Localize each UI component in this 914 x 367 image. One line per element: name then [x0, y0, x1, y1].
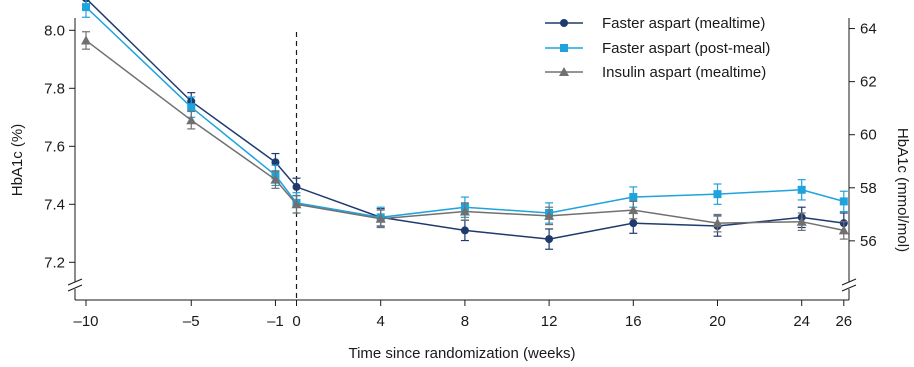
- left-axis-break: [67, 278, 83, 292]
- legend-circle-marker: [560, 19, 568, 27]
- y2-tick-label: 64: [860, 21, 877, 38]
- y-tick-label: 7.2: [44, 254, 65, 271]
- y2-tick-label: 58: [860, 180, 877, 197]
- x-ticks: –10 –5 –1 0 4 8 12 16 20 24 26: [73, 300, 852, 330]
- x-tick-label: 0: [292, 313, 300, 330]
- x-tick-label: –5: [183, 313, 200, 330]
- data-point: [713, 190, 722, 199]
- series-layer: [81, 0, 849, 250]
- data-point: [545, 235, 554, 244]
- data-point: [628, 205, 639, 215]
- data-point: [186, 115, 197, 125]
- right-axis-break: [841, 278, 857, 292]
- data-point: [796, 216, 807, 226]
- x-tick-label: 24: [793, 313, 810, 330]
- data-point: [459, 206, 470, 216]
- x-tick-label: 12: [541, 313, 558, 330]
- x-axis-label: Time since randomization (weeks): [348, 345, 575, 362]
- data-point: [839, 197, 848, 206]
- legend-item-faster-aspart-post-meal: Faster aspart (post-meal): [545, 40, 770, 57]
- y-tick-label: 7.4: [44, 196, 65, 213]
- series-3: [81, 31, 849, 240]
- x-tick-label: –10: [73, 313, 98, 330]
- legend-label: Faster aspart (mealtime): [602, 15, 765, 32]
- legend-triangle-marker: [559, 67, 569, 76]
- legend-label: Faster aspart (post-meal): [602, 40, 770, 57]
- y2-tick-label: 62: [860, 74, 877, 91]
- right-y-axis-label: HbA1c (mmol/mol): [894, 128, 911, 252]
- x-tick-label: 4: [377, 313, 385, 330]
- legend-label: Insulin aspart (mealtime): [602, 64, 766, 81]
- y-tick-label: 8.0: [44, 22, 65, 39]
- legend: Faster aspart (mealtime) Faster aspart (…: [545, 15, 770, 81]
- data-point: [838, 225, 849, 235]
- y2-tick-label: 60: [860, 127, 877, 144]
- legend-item-faster-aspart-mealtime: Faster aspart (mealtime): [545, 15, 765, 32]
- data-point: [291, 199, 302, 209]
- data-point: [81, 35, 91, 45]
- right-y-ticks: 565860626466: [849, 21, 877, 250]
- legend-item-insulin-aspart-mealtime: Insulin aspart (mealtime): [545, 64, 766, 81]
- legend-square-marker: [560, 44, 568, 52]
- series-2: [82, 0, 848, 229]
- data-point: [292, 182, 301, 191]
- data-point: [270, 174, 281, 184]
- left-y-axis-label: HbA1c (%): [9, 124, 26, 197]
- data-point: [712, 218, 723, 228]
- left-y-ticks: 7.27.47.67.88.08.2: [44, 22, 75, 271]
- x-tick-label: 16: [625, 313, 642, 330]
- y2-tick-label: 56: [860, 233, 877, 250]
- y-tick-label: 7.8: [44, 80, 65, 97]
- y-tick-label: 7.6: [44, 138, 65, 155]
- x-tick-label: 26: [835, 313, 852, 330]
- x-tick-label: 20: [709, 313, 726, 330]
- data-point: [375, 213, 386, 223]
- series-line: [85, 6, 844, 219]
- data-point: [797, 185, 806, 194]
- data-point: [82, 3, 90, 12]
- data-point: [629, 193, 638, 202]
- data-point: [271, 158, 280, 167]
- data-point: [544, 210, 555, 220]
- x-tick-label: 8: [461, 313, 469, 330]
- x-tick-label: –1: [267, 313, 284, 330]
- data-point: [187, 103, 196, 112]
- data-point: [460, 226, 469, 235]
- data-point: [629, 219, 638, 228]
